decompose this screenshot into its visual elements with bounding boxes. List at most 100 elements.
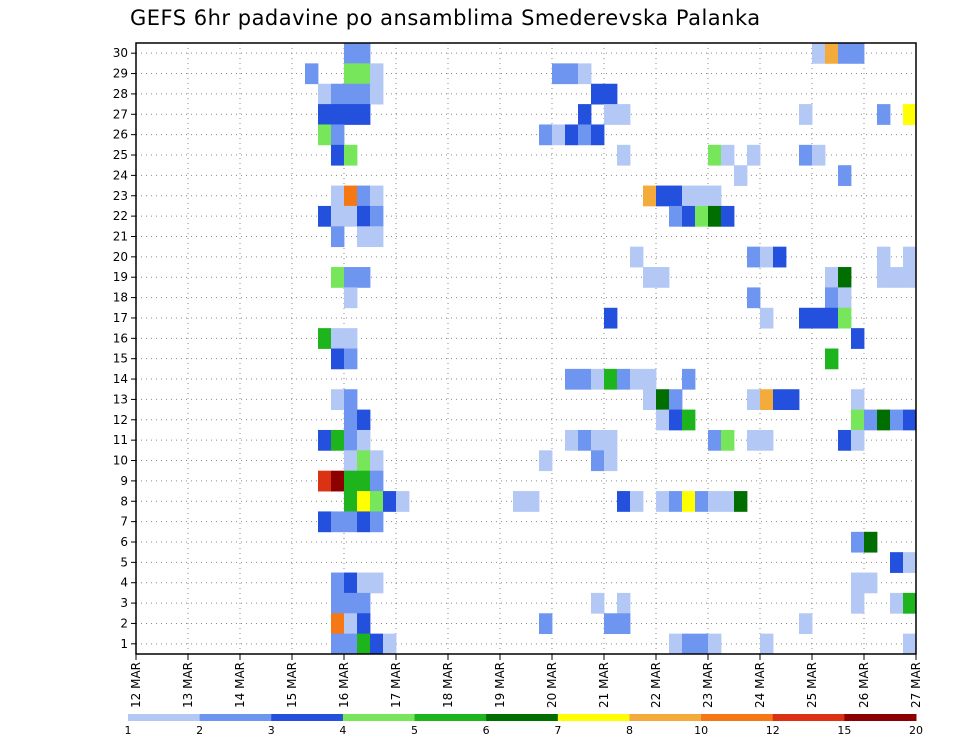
heatmap-cell (656, 185, 670, 207)
heatmap-cell (877, 409, 891, 431)
heatmap-cell (578, 429, 592, 451)
heatmap-cell (344, 511, 358, 533)
heatmap-cell (357, 450, 371, 472)
heatmap-cell (825, 348, 839, 370)
heatmap-cell (565, 63, 579, 85)
heatmap-cell (552, 63, 566, 85)
heatmap-cell (331, 592, 345, 614)
heatmap-cell (617, 613, 631, 635)
heatmap-cell (825, 307, 839, 329)
y-tick-label: 11 (113, 433, 128, 447)
heatmap-cell (682, 205, 696, 227)
heatmap-cell (604, 450, 618, 472)
heatmap-cell (864, 531, 878, 553)
legend-swatch (199, 714, 272, 721)
heatmap-cell (370, 226, 384, 248)
heatmap-cell (604, 429, 618, 451)
heatmap-cell (708, 491, 722, 512)
heatmap-cell (669, 491, 683, 512)
heatmap-cell (604, 83, 618, 105)
heatmap-cell (344, 572, 358, 594)
heatmap-cell (357, 267, 371, 288)
heatmap-cell (708, 185, 722, 207)
heatmap-cell (799, 613, 813, 635)
y-tick-label: 23 (113, 189, 128, 203)
heatmap-cells (305, 43, 917, 655)
heatmap-cell (318, 83, 332, 105)
legend-label: 4 (339, 724, 346, 737)
legend-label: 15 (837, 724, 851, 737)
heatmap-cell (357, 592, 371, 614)
heatmap-cell (331, 185, 345, 207)
heatmap-cell (344, 429, 358, 451)
heatmap-cell (344, 267, 358, 288)
heatmap-cell (344, 613, 358, 635)
heatmap-cell (760, 307, 774, 329)
heatmap-cell (370, 450, 384, 472)
heatmap-cell (617, 144, 631, 166)
heatmap-cell (747, 287, 761, 309)
heatmap-cell (604, 104, 618, 125)
heatmap-cell (526, 491, 540, 512)
heatmap-cell (357, 226, 371, 248)
heatmap-cell (591, 83, 605, 105)
legend-swatch (557, 714, 630, 721)
heatmap-cell (643, 267, 657, 288)
heatmap-cell (383, 491, 397, 512)
heatmap-cell (890, 592, 904, 614)
heatmap-cell (396, 491, 410, 512)
y-tick-label: 27 (113, 107, 128, 121)
heatmap-cell (370, 83, 384, 105)
heatmap-cell (344, 287, 358, 309)
legend-swatch (486, 714, 559, 721)
y-tick-label: 6 (120, 535, 128, 549)
heatmap-cell (903, 592, 917, 614)
heatmap-cell (799, 307, 813, 329)
heatmap-cell (851, 409, 865, 431)
heatmap-cell (565, 124, 579, 146)
heatmap-cell (331, 429, 345, 451)
heatmap-cell (630, 246, 644, 268)
heatmap-cell (877, 246, 891, 268)
heatmap-cell (370, 205, 384, 227)
x-tick-label: 24 MAR (753, 662, 767, 708)
heatmap-cell (747, 429, 761, 451)
y-tick-label: 18 (113, 291, 128, 305)
heatmap-cell (838, 43, 852, 64)
legend-label: 6 (483, 724, 490, 737)
heatmap-cell (344, 592, 358, 614)
heatmap-cell (578, 368, 592, 390)
heatmap-cell (747, 246, 761, 268)
x-tick-label: 26 MAR (857, 662, 871, 708)
y-tick-label: 10 (113, 454, 128, 468)
heatmap-cell (513, 491, 527, 512)
heatmap-cell (669, 389, 683, 410)
heatmap-cell (305, 63, 319, 85)
heatmap-cell (344, 491, 358, 512)
x-tick-label: 12 MAR (129, 662, 143, 708)
heatmap-cell (851, 531, 865, 553)
heatmap-cell (331, 348, 345, 370)
heatmap-cell (838, 287, 852, 309)
heatmap-cell (760, 429, 774, 451)
x-tick-label: 27 MAR (909, 662, 923, 708)
heatmap-cell (331, 144, 345, 166)
heatmap-cell (370, 633, 384, 655)
heatmap-cell (357, 429, 371, 451)
heatmap-cell (344, 328, 358, 349)
heatmap-cell (851, 328, 865, 349)
heatmap-cell (565, 429, 579, 451)
y-tick-label: 14 (113, 372, 128, 386)
heatmap-cell (617, 491, 631, 512)
heatmap-cell (370, 63, 384, 85)
y-tick-label: 3 (120, 596, 128, 610)
heatmap-cell (344, 389, 358, 410)
heatmap-cell (318, 511, 332, 533)
heatmap-cell (682, 185, 696, 207)
heatmap-cell (370, 491, 384, 512)
x-tick-label: 22 MAR (649, 662, 663, 708)
heatmap-cell (669, 185, 683, 207)
heatmap-cell (318, 205, 332, 227)
heatmap-cell (578, 104, 592, 125)
heatmap-cell (903, 246, 917, 268)
